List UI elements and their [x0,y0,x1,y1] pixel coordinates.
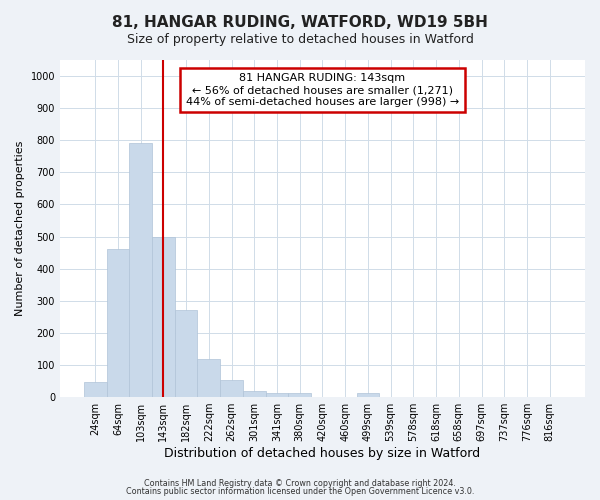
Text: Size of property relative to detached houses in Watford: Size of property relative to detached ho… [127,32,473,46]
X-axis label: Distribution of detached houses by size in Watford: Distribution of detached houses by size … [164,447,481,460]
Bar [220,380,243,397]
Bar [289,392,311,397]
Text: Contains HM Land Registry data © Crown copyright and database right 2024.: Contains HM Land Registry data © Crown c… [144,478,456,488]
Bar [84,382,107,397]
Bar [356,393,379,397]
Bar [107,250,129,397]
Text: 81 HANGAR RUDING: 143sqm
← 56% of detached houses are smaller (1,271)
44% of sem: 81 HANGAR RUDING: 143sqm ← 56% of detach… [186,74,459,106]
Bar [266,392,289,397]
Bar [243,390,266,397]
Bar [197,358,220,397]
Bar [129,142,152,397]
Bar [152,236,175,397]
Y-axis label: Number of detached properties: Number of detached properties [15,141,25,316]
Text: 81, HANGAR RUDING, WATFORD, WD19 5BH: 81, HANGAR RUDING, WATFORD, WD19 5BH [112,15,488,30]
Bar [175,310,197,397]
Text: Contains public sector information licensed under the Open Government Licence v3: Contains public sector information licen… [126,487,474,496]
